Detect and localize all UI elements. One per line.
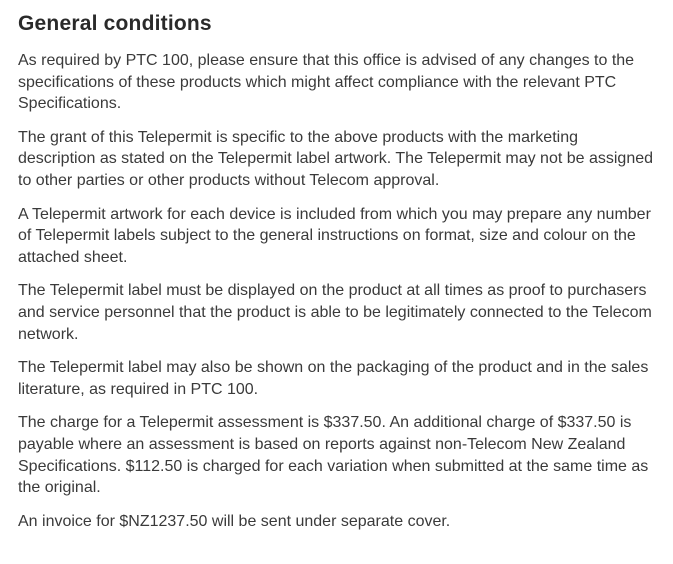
paragraph: The grant of this Telepermit is specific… bbox=[18, 127, 653, 192]
paragraph: An invoice for $NZ1237.50 will be sent u… bbox=[18, 511, 653, 533]
paragraph: As required by PTC 100, please ensure th… bbox=[18, 50, 653, 115]
paragraph: The Telepermit label must be displayed o… bbox=[18, 280, 653, 345]
paragraph: The Telepermit label may also be shown o… bbox=[18, 357, 653, 400]
section-heading: General conditions bbox=[18, 12, 653, 36]
paragraph: A Telepermit artwork for each device is … bbox=[18, 204, 653, 269]
paragraph: The charge for a Telepermit assessment i… bbox=[18, 412, 653, 498]
